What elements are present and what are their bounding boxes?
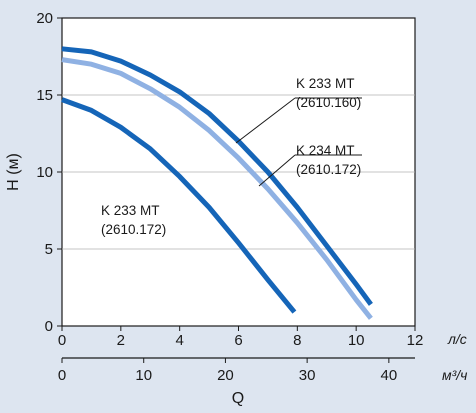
series-label-code-0: (2610.160)	[296, 95, 361, 110]
series-label-model-1: K 234 MT	[296, 143, 355, 158]
x-unit-secondary-label: м³/ч	[442, 367, 467, 383]
series-label-code-1: (2610.172)	[296, 162, 361, 177]
x-tick-label: 4	[175, 332, 183, 349]
grid-lines	[62, 94, 415, 250]
y-tick-label: 5	[45, 241, 53, 258]
x-tick-label: 0	[58, 332, 66, 349]
series-label-code-2: (2610.172)	[101, 222, 166, 237]
series-line-1	[61, 57, 373, 320]
x2-tick-label: 0	[58, 367, 66, 384]
x2-tick-label: 40	[381, 367, 398, 384]
annotations: K 233 MT (2610.160) K 234 MT (2610.172) K 23…	[101, 76, 362, 237]
y-tick-label: 20	[36, 10, 53, 27]
series-line-2	[61, 97, 297, 314]
x-tick-label: 10	[348, 332, 365, 349]
x-axis-title: Q	[232, 390, 244, 407]
x-axis-primary: 0 2 4 6 8 10 12	[58, 326, 424, 349]
series-label-model-2: K 233 MT	[101, 203, 160, 218]
series-line-0	[61, 46, 373, 306]
y-tick-label: 0	[45, 318, 53, 335]
x-tick-label: 2	[117, 332, 125, 349]
x-tick-label: 8	[293, 332, 301, 349]
leader-line-1	[258, 154, 296, 187]
x-tick-label: 12	[407, 332, 424, 349]
x-axis-secondary: 0 10 20 30 40	[58, 357, 415, 384]
leader-line-0	[235, 97, 296, 144]
series-label-model-0: K 233 MT	[296, 76, 355, 91]
x2-tick-label: 30	[299, 367, 316, 384]
y-tick-label: 10	[36, 164, 53, 181]
y-tick-label: 15	[36, 87, 53, 104]
x2-tick-label: 10	[135, 367, 152, 384]
y-axis-title: H (м)	[5, 153, 22, 191]
x-tick-label: 6	[234, 332, 242, 349]
x-unit-primary-label: л/с	[447, 331, 467, 347]
series-group	[61, 46, 373, 320]
y-axis: 0 5 10 15 20	[36, 10, 62, 335]
x2-tick-label: 20	[217, 367, 234, 384]
